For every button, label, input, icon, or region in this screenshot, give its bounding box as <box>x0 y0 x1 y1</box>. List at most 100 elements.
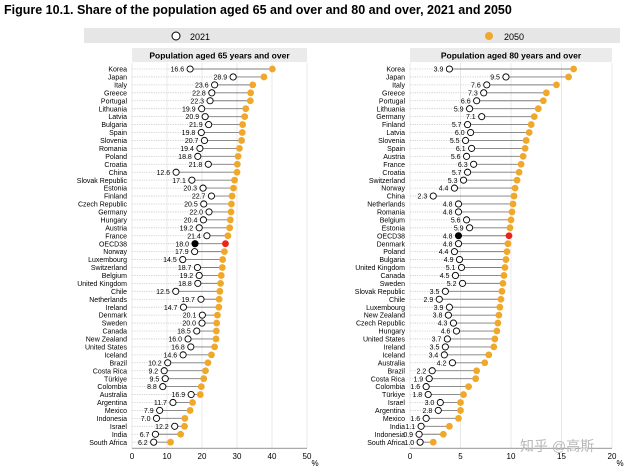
left-dot-2021 <box>200 136 208 145</box>
legend-marker-2021 <box>171 31 181 41</box>
right-value-label-2021: 1.6 <box>410 416 420 423</box>
left-value-label-2021: 12.2 <box>155 424 169 431</box>
left-dot-2021 <box>194 279 202 287</box>
left-dot-2021 <box>198 105 206 113</box>
right-dot-2021 <box>422 383 430 391</box>
legend-box <box>84 28 620 43</box>
right-value-label-2021: 4.8 <box>443 241 453 248</box>
right-value-label-2021: 4.9 <box>444 257 454 264</box>
right-dot-2050 <box>457 407 464 414</box>
right-category-label: Romania <box>377 210 405 217</box>
left-value-label-2021: 19.2 <box>180 273 194 280</box>
right-category-label: Brazil <box>387 368 405 375</box>
left-value-label-2021: 17.9 <box>175 249 189 256</box>
left-category-label: Sweden <box>102 321 127 328</box>
right-category-label: Denmark <box>377 241 406 248</box>
left-value-label-2021: 21.9 <box>189 122 203 129</box>
right-dot-2050 <box>493 327 501 335</box>
right-dot-2050 <box>502 256 510 263</box>
right-dot-2021 <box>464 168 472 176</box>
left-dot-2021 <box>194 152 202 160</box>
right-dot-2021 <box>467 128 475 137</box>
left-category-label: Brazil <box>109 360 127 367</box>
left-dot-2021 <box>201 113 209 121</box>
right-category-label: Costa Rica <box>371 376 405 383</box>
right-category-label: Canada <box>380 273 405 280</box>
left-dot-2021 <box>199 184 207 192</box>
right-value-label-2021: 9.5 <box>490 75 500 82</box>
left-dot-2021 <box>208 89 216 97</box>
right-dot-2050 <box>522 137 530 144</box>
right-dot-2021 <box>452 327 461 335</box>
left-category-label: India <box>112 432 127 439</box>
right-value-label-2021: 2.8 <box>423 408 433 415</box>
left-dot-2050 <box>196 391 204 398</box>
left-category-label: Türkiye <box>104 376 127 383</box>
right-value-label-2021: 7.6 <box>471 82 481 89</box>
right-value-label-2021: 2.2 <box>416 368 426 375</box>
left-dot-2050 <box>238 137 245 144</box>
right-value-label-2021: 3.7 <box>432 337 442 344</box>
right-value-label-2021: 5.6 <box>451 217 461 224</box>
left-value-label-2021: 16.6 <box>170 67 184 74</box>
right-panel-title-band <box>410 48 612 62</box>
left-dot-2021 <box>195 271 203 279</box>
right-dot-2021 <box>428 367 436 375</box>
left-dot-2050 <box>181 422 188 430</box>
left-dot-2050 <box>217 272 225 279</box>
right-category-label: United States <box>363 337 406 344</box>
right-value-label-2021: 1.0 <box>404 440 414 447</box>
left-value-label-2021: 21.4 <box>187 233 201 240</box>
left-value-label-2021: 20.4 <box>184 217 198 224</box>
left-category-label: Colombia <box>97 384 127 391</box>
left-dot-2021 <box>204 160 212 168</box>
right-dot-2050 <box>570 65 578 73</box>
right-dot-2050 <box>496 303 504 311</box>
left-value-label-2021: 20.3 <box>183 186 197 193</box>
left-value-label-2021: 16.8 <box>171 345 185 352</box>
right-value-label-2021: 5.1 <box>446 265 456 272</box>
left-dot-2021 <box>207 192 215 200</box>
left-category-label: Finland <box>104 194 127 201</box>
left-dot-2050 <box>238 129 246 136</box>
left-dot-2021 <box>195 224 203 232</box>
right-dot-2050 <box>473 367 481 375</box>
left-dot-2050 <box>197 383 205 390</box>
right-dot-2050 <box>499 279 507 287</box>
right-value-label-2021: 0.9 <box>403 432 413 439</box>
right-value-label-2021: 4.3 <box>438 321 448 328</box>
left-category-label: Argentina <box>97 400 127 407</box>
right-dot-2021 <box>464 121 472 129</box>
right-category-label: Türkiye <box>382 392 405 399</box>
left-x-tick-label: 50 <box>303 452 312 461</box>
right-dot-2021 <box>443 335 451 343</box>
right-category-label: OECD38 <box>377 233 405 240</box>
left-dot-2050 <box>215 303 223 311</box>
left-dot-2021 <box>193 327 201 335</box>
left-value-label-2021: 21.8 <box>189 162 203 169</box>
left-category-label: Japan <box>108 75 127 82</box>
left-category-label: Lithuania <box>99 106 128 113</box>
right-dot-2050 <box>465 383 472 390</box>
left-dot-2050 <box>249 81 257 89</box>
right-dot-2050 <box>505 232 513 240</box>
right-value-label-2021: 6.0 <box>455 130 465 137</box>
right-dot-2050 <box>519 152 527 160</box>
left-dot-2050 <box>224 232 232 240</box>
left-x-tick-label: 40 <box>268 452 277 461</box>
right-value-label-2021: 5.7 <box>452 122 462 129</box>
right-category-label: Chile <box>389 297 405 304</box>
left-dot-2021 <box>196 144 204 152</box>
right-x-tick-label: 5 <box>458 452 463 461</box>
right-x-tick-label: 10 <box>507 452 516 461</box>
left-dot-2021 <box>150 438 158 446</box>
left-dot-2050 <box>213 319 221 327</box>
left-category-label: Chile <box>111 289 127 296</box>
right-dot-2021 <box>454 232 463 240</box>
left-dot-2050 <box>212 335 220 343</box>
right-dot-2021 <box>468 144 476 152</box>
right-dot-2021 <box>461 136 470 145</box>
right-dot-2021 <box>440 351 448 359</box>
right-dot-2050 <box>501 264 509 271</box>
right-dot-2021 <box>415 430 423 438</box>
